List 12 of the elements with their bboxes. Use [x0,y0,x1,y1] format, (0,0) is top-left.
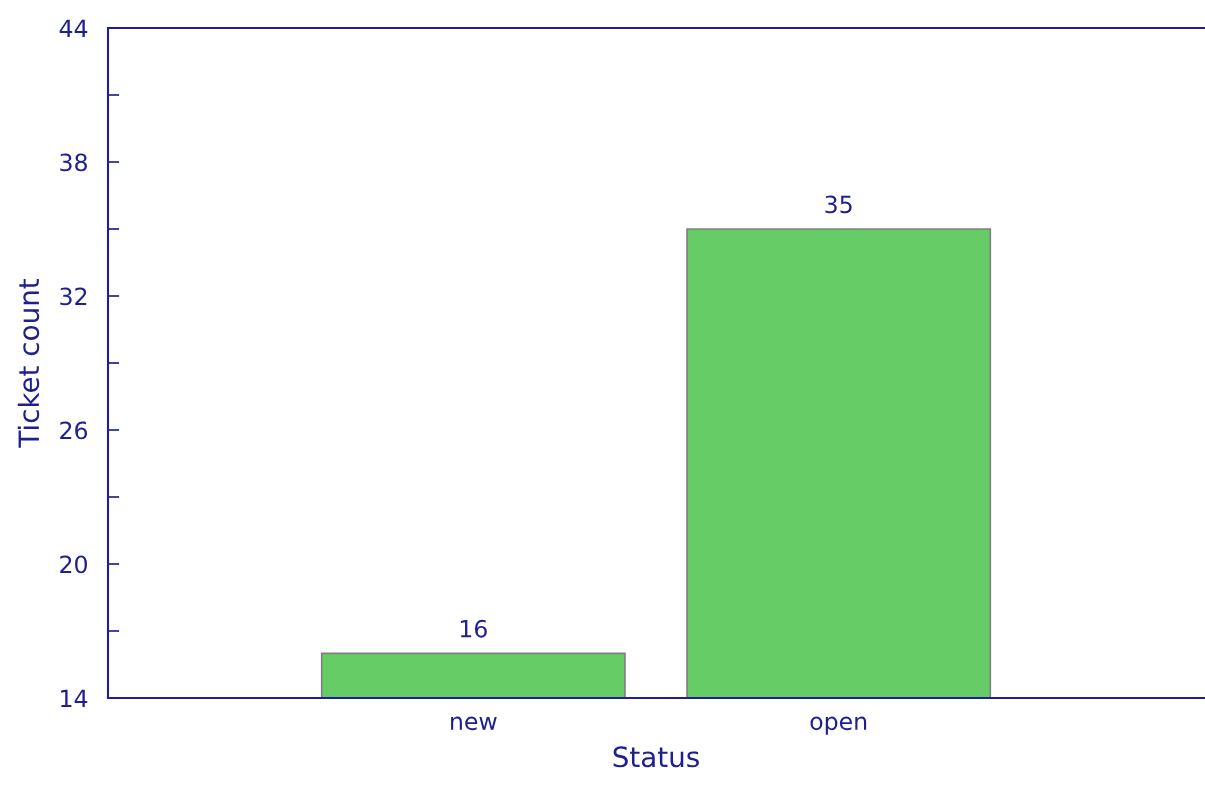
y-tick-label: 14 [61,689,88,707]
data-label: 16 [460,619,487,638]
y-tick-label: 38 [60,153,87,172]
y-tick-label: 32 [60,287,87,306]
y-tick-label: 20 [60,555,87,574]
x-tick-label: new [451,716,497,731]
x-axis-title: Status [613,746,699,768]
y-axis-title: Ticket count [17,278,40,448]
data-label: 35 [825,195,852,214]
y-tick-label: 44 [59,19,88,37]
x-tick-label: open [810,716,867,735]
y-tick-label: 26 [60,421,88,440]
